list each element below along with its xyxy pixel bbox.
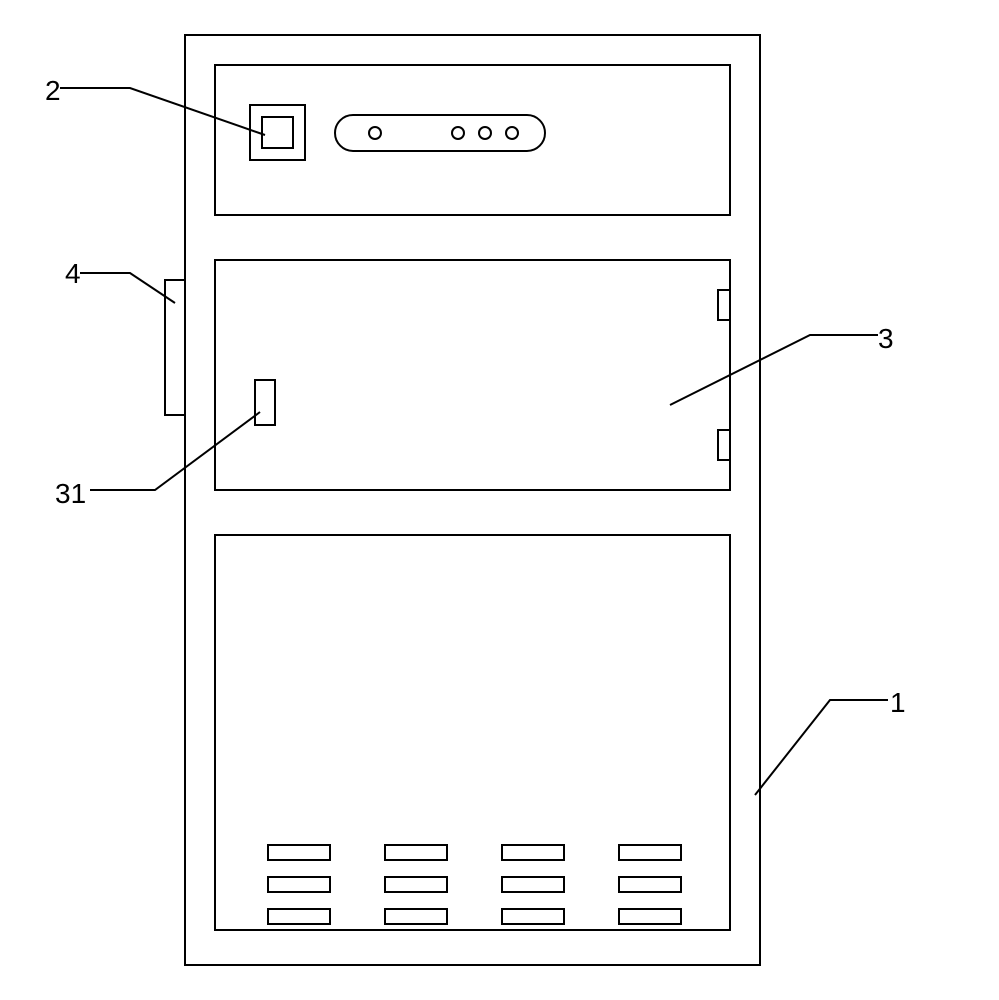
callout-label-4: 4 [65, 258, 81, 290]
callout-label-31: 31 [55, 478, 86, 510]
callout-label-1: 1 [890, 687, 906, 719]
callout-label-3: 3 [878, 323, 894, 355]
technical-diagram [0, 0, 999, 1000]
callout-label-2: 2 [45, 75, 61, 107]
